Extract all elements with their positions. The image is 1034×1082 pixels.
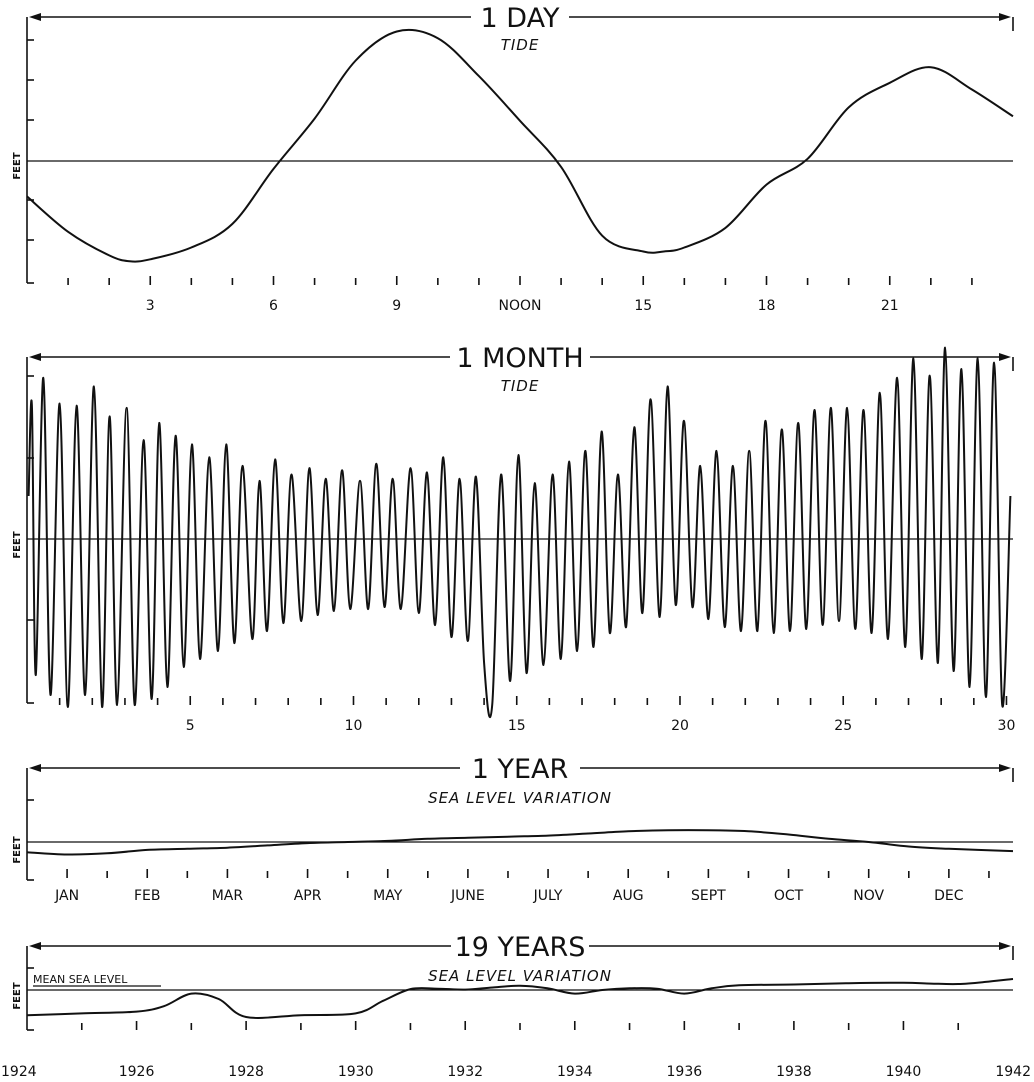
- x-tick-label: 1926: [119, 1064, 155, 1080]
- chart-subtitle: SEA LEVEL VARIATION: [428, 967, 612, 985]
- x-tick-label: 30: [998, 718, 1016, 734]
- x-tick-label: NOON: [499, 298, 542, 314]
- arrowhead-right: [999, 13, 1011, 21]
- arrowhead-right: [999, 942, 1011, 950]
- x-tick-label: 1936: [667, 1064, 703, 1080]
- x-tick-label: 1928: [228, 1064, 264, 1080]
- data-series-line: [26, 978, 1014, 1019]
- x-tick-label: 3: [146, 298, 155, 314]
- x-tick-label: 18: [758, 298, 776, 314]
- x-tick-label: 25: [834, 718, 852, 734]
- x-tick-label: JAN: [54, 888, 79, 904]
- x-tick-label: APR: [294, 888, 322, 904]
- x-tick-label: NOV: [853, 888, 884, 904]
- x-tick-label: 6: [269, 298, 278, 314]
- chart-title: 1 DAY: [481, 3, 560, 34]
- x-tick-label: 15: [634, 298, 652, 314]
- x-tick-label: 21: [881, 298, 899, 314]
- arrowhead-left: [29, 942, 41, 950]
- x-tick-label: 5: [186, 718, 195, 734]
- data-series-line: [26, 829, 1014, 856]
- chart-subtitle: TIDE: [501, 377, 540, 395]
- x-tick-label: 9: [392, 298, 401, 314]
- x-tick-label: 1938: [776, 1064, 812, 1080]
- x-tick-label: 1934: [557, 1064, 593, 1080]
- x-tick-label: MAR: [212, 888, 244, 904]
- x-tick-label: DEC: [934, 888, 964, 904]
- data-series-line: [27, 346, 1012, 719]
- x-tick-label: 1932: [447, 1064, 483, 1080]
- x-tick-label: 1930: [338, 1064, 374, 1080]
- x-tick-label: 15: [508, 718, 526, 734]
- arrowhead-right: [999, 353, 1011, 361]
- arrowhead-right: [999, 764, 1011, 772]
- x-tick-label: OCT: [774, 888, 804, 904]
- y-axis-label: FEET: [12, 836, 23, 863]
- y-axis-label: FEET: [12, 152, 23, 179]
- data-series-line: [26, 28, 1014, 263]
- x-tick-label: FEB: [134, 888, 161, 904]
- x-tick-label: 1924: [1, 1064, 37, 1080]
- chart-title: 1 YEAR: [472, 754, 569, 785]
- x-tick-label: 10: [345, 718, 363, 734]
- chart-title: 1 MONTH: [456, 343, 583, 374]
- y-axis-label: FEET: [12, 982, 23, 1009]
- x-tick-label: 1942: [995, 1064, 1031, 1080]
- arrowhead-left: [29, 764, 41, 772]
- x-tick-label: 20: [671, 718, 689, 734]
- x-tick-label: AUG: [613, 888, 644, 904]
- arrowhead-left: [29, 13, 41, 21]
- y-axis-label: FEET: [12, 531, 23, 558]
- mean-sea-level-label: MEAN SEA LEVEL: [33, 973, 128, 986]
- chart-title: 19 YEARS: [455, 932, 586, 963]
- x-tick-label: 1940: [886, 1064, 922, 1080]
- arrowhead-left: [29, 353, 41, 361]
- x-tick-label: SEPT: [691, 888, 726, 904]
- chart-subtitle: SEA LEVEL VARIATION: [428, 789, 612, 807]
- x-tick-label: JUNE: [450, 888, 485, 904]
- x-tick-label: MAY: [373, 888, 403, 904]
- x-tick-label: JULY: [533, 888, 563, 904]
- chart-subtitle: TIDE: [501, 36, 540, 54]
